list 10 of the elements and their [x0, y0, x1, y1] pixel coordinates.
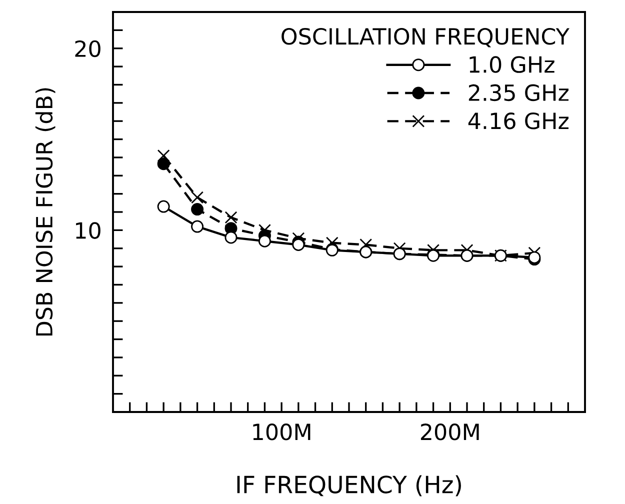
- x-axis-title: IF FREQUENCY (Hz): [237, 475, 461, 496]
- y-tick-label: 10: [76, 222, 100, 239]
- legend-label: 1.0 GHz: [470, 56, 554, 73]
- legend-label: 2.35 GHz: [468, 84, 568, 102]
- y-tick-label: 20: [75, 40, 100, 58]
- legend-label: 4.16 GHz: [468, 112, 568, 130]
- x-tick-label: 100M: [253, 424, 310, 440]
- y-axis-title: DSB NOISE FIGUR (dB): [35, 88, 56, 336]
- legend-title: OSCILLATION FREQUENCY: [282, 28, 570, 48]
- x-tick-label: 200M: [420, 424, 479, 440]
